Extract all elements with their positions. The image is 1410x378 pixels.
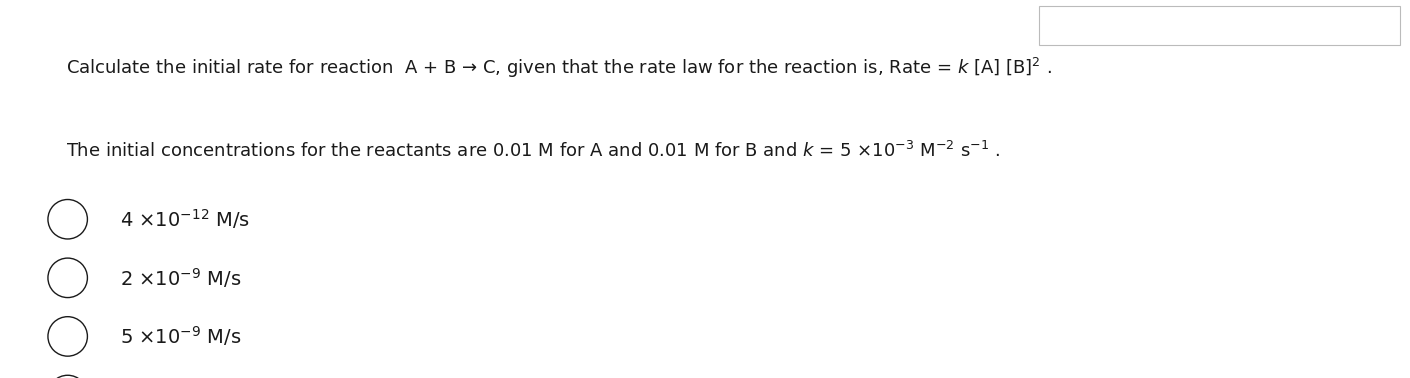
Text: The initial concentrations for the reactants are 0.01 M for A and 0.01 M for B a: The initial concentrations for the react…	[66, 141, 1001, 161]
Text: Calculate the initial rate for reaction  A + B → C, given that the rate law for : Calculate the initial rate for reaction …	[66, 56, 1052, 80]
Text: 5 ×10$^{-9}$ M/s: 5 ×10$^{-9}$ M/s	[120, 324, 241, 349]
FancyBboxPatch shape	[1039, 6, 1400, 45]
Text: 2 ×10$^{-9}$ M/s: 2 ×10$^{-9}$ M/s	[120, 266, 241, 290]
Text: 4 ×10$^{-12}$ M/s: 4 ×10$^{-12}$ M/s	[120, 207, 250, 231]
